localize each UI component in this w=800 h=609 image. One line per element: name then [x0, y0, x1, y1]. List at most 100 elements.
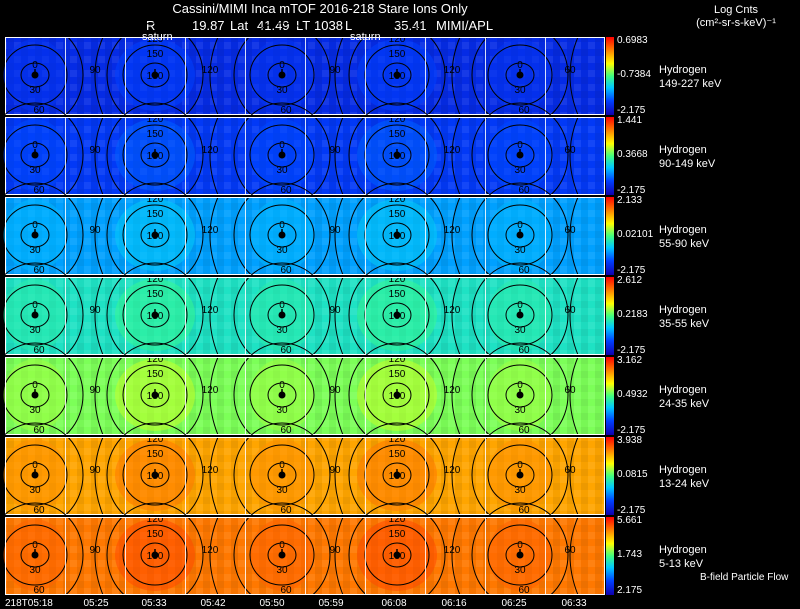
l-label: L — [345, 18, 353, 33]
contour-label-0: 0 — [279, 220, 285, 231]
contour-line — [140, 142, 170, 168]
contour-group: 0 30 60 — [471, 342, 569, 448]
contour-arc — [209, 196, 219, 276]
x-tick-label: 06:33 — [561, 598, 587, 609]
contour-label-60: 60 — [518, 185, 530, 196]
contour-label-60: 60 — [518, 345, 530, 356]
contour-label-side: 90 — [329, 385, 341, 396]
contour-line — [20, 222, 50, 248]
contour-label-120: 120 — [389, 514, 406, 525]
contour-label-180: 180 — [389, 311, 406, 322]
colorbar-min: -2.175 — [617, 105, 646, 116]
contour-label-180: 180 — [147, 391, 164, 402]
contour-label-180: 180 — [389, 231, 406, 242]
contour-group: 150 180 120 — [348, 422, 446, 528]
contour-label-side: 60 — [564, 305, 576, 316]
colorbar-max: 3.938 — [617, 435, 643, 446]
contour-label-150: 150 — [389, 449, 406, 460]
contour-line — [140, 462, 170, 488]
contour-label-side: 120 — [444, 385, 461, 396]
contour-label-60: 60 — [280, 505, 292, 516]
contour-label-30: 30 — [514, 325, 526, 336]
contour-line — [505, 382, 535, 408]
contour-arc — [569, 196, 579, 276]
contour-line — [122, 44, 188, 106]
source-label: MIMI/APL — [436, 18, 494, 33]
contour-label-30: 30 — [29, 85, 41, 96]
contour-label-150: 150 — [389, 289, 406, 300]
colorbar — [606, 277, 614, 355]
contour-label-180: 180 — [389, 151, 406, 162]
contour-label-30: 30 — [276, 485, 288, 496]
colorbar-max: 2.612 — [617, 275, 643, 286]
contour-label-0: 0 — [32, 380, 38, 391]
contour-line — [20, 382, 50, 408]
contour-label-0: 0 — [279, 540, 285, 551]
contour-arc — [334, 116, 344, 196]
row-species-label: Hydrogen — [659, 544, 707, 556]
contour-label-0: 0 — [517, 460, 523, 471]
contour-arc — [451, 36, 461, 116]
contour-group: 150 180 120 — [106, 502, 204, 608]
row-energy-label: 35-55 keV — [659, 318, 710, 330]
contour-label-120: 120 — [389, 354, 406, 365]
row-species-label: Hydrogen — [659, 384, 707, 396]
contour-label-30: 30 — [276, 405, 288, 416]
contour-label-60: 60 — [33, 425, 45, 436]
contour-label-30: 30 — [29, 245, 41, 256]
contour-line — [382, 462, 412, 488]
contour-label-30: 30 — [514, 245, 526, 256]
contour-label-side: 120 — [444, 65, 461, 76]
contour-label-side: 120 — [444, 545, 461, 556]
row-species-label: Hydrogen — [659, 224, 707, 236]
contour-group: 0 30 60 — [233, 502, 331, 608]
contour-label-60: 60 — [280, 105, 292, 116]
contour-label-150: 150 — [389, 129, 406, 140]
contour-line — [0, 502, 84, 608]
saturn-label: saturn — [142, 31, 173, 43]
panel-row-4: 0 30 60 150 180 120 0 30 60 150 180 120 0 30 60 90 120 90… — [0, 262, 614, 368]
colorbar-min: -2.175 — [617, 505, 646, 516]
contour-arc — [209, 116, 219, 196]
contour-arc — [94, 36, 104, 116]
contour-label-30: 30 — [29, 485, 41, 496]
contour-label-120: 120 — [389, 34, 406, 45]
contour-line — [106, 502, 204, 608]
contour-label-30: 30 — [29, 565, 41, 576]
x-tick-label: 05:50 — [259, 598, 285, 609]
contour-label-60: 60 — [518, 585, 530, 596]
x-tick-label: 05:25 — [83, 598, 109, 609]
contour-line — [267, 62, 297, 88]
contour-label-side: 90 — [89, 545, 101, 556]
contour-label-side: 120 — [202, 145, 219, 156]
contour-line — [122, 524, 188, 586]
lt-label: LT — [296, 18, 311, 33]
contour-label-180: 180 — [389, 471, 406, 482]
contour-arc — [451, 116, 461, 196]
contour-line — [267, 302, 297, 328]
contour-group: 0 30 60 — [0, 502, 84, 608]
contour-line — [2, 44, 68, 106]
colorbar — [606, 437, 614, 515]
contour-arc — [94, 516, 104, 596]
contour-label-120: 120 — [147, 514, 164, 525]
contour-line — [505, 222, 535, 248]
colorbar — [606, 117, 614, 195]
colorbar — [606, 37, 614, 115]
contour-line — [382, 222, 412, 248]
contour-arc — [569, 356, 579, 436]
contour-arc — [94, 276, 104, 356]
contour-label-60: 60 — [33, 105, 45, 116]
contour-line — [140, 302, 170, 328]
contour-group: 0 30 60 — [471, 502, 569, 608]
contour-label-0: 0 — [279, 460, 285, 471]
contour-label-120: 120 — [147, 194, 164, 205]
colorbar-mid: 0.3668 — [617, 149, 648, 160]
contour-line — [2, 204, 68, 266]
contour-label-side: 90 — [329, 225, 341, 236]
contour-line — [122, 204, 188, 266]
colorbar-min: -2.175 — [617, 265, 646, 276]
contour-line — [122, 124, 188, 186]
contour-label-0: 0 — [32, 220, 38, 231]
contour-line — [249, 284, 315, 346]
